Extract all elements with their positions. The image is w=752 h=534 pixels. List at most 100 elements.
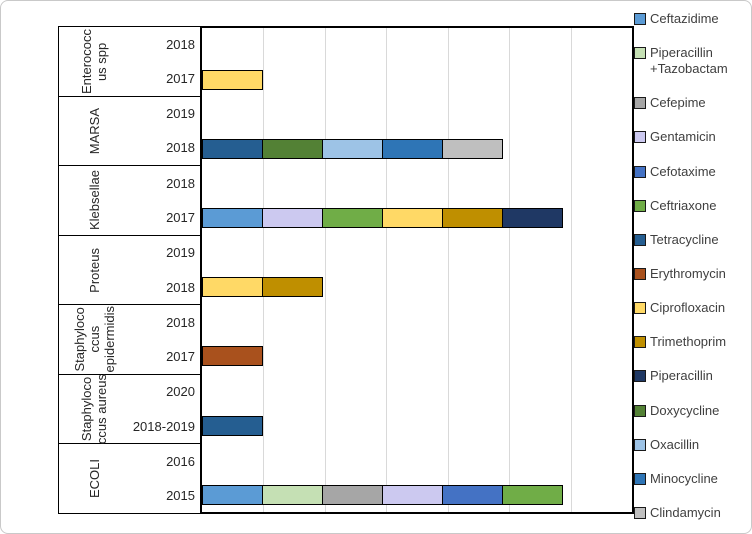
organism-group: Staphyloco ccus epidermidis 2018 2017	[59, 305, 201, 375]
year-cell: 2018 2017	[129, 305, 201, 374]
bar-segment	[261, 277, 324, 298]
legend-label: Minocycline	[650, 470, 718, 486]
stacked-bar	[202, 208, 632, 229]
organism-cell: Staphyloco ccus aureus	[59, 374, 129, 444]
legend-label: Trimethoprim	[650, 334, 727, 350]
legend-item: Tetracycline	[634, 232, 749, 248]
year-tick-label: 2015	[166, 488, 195, 504]
legend-swatch-icon	[634, 165, 646, 178]
organism-cell: Klebsellae	[59, 166, 129, 235]
organism-label-line: Proteus	[86, 247, 102, 293]
stacked-bar	[202, 415, 632, 436]
legend-swatch-icon	[634, 131, 646, 144]
bar-segment	[381, 139, 444, 160]
legend-item: Gentamicin	[634, 129, 749, 145]
legend-label: Gentamicin	[650, 129, 716, 145]
year-tick-label: 2019	[166, 245, 195, 261]
legend-swatch-icon	[634, 336, 646, 349]
stacked-bar	[202, 139, 632, 160]
bar-segment	[202, 208, 264, 229]
organism-label-line: Staphyloco	[79, 376, 94, 442]
stacked-bar	[202, 277, 632, 298]
legend-label: Tetracycline	[650, 231, 719, 247]
bar-segment	[321, 208, 384, 229]
year-cell: 2019 2018	[129, 236, 201, 305]
legend: Ceftazidime Piperacillin +Tazobactam Cefepi…	[634, 7, 749, 525]
year-tick-label: 2020	[166, 384, 195, 400]
year-tick-label: 2018	[166, 314, 195, 330]
legend-label: Cefotaxime	[650, 163, 716, 179]
plot-area	[200, 26, 634, 514]
organism-label: Klebsellae	[87, 170, 102, 230]
stacked-bar	[202, 69, 632, 90]
year-tick-label: 2017	[166, 210, 195, 226]
legend-item: Erythromycin	[634, 266, 749, 282]
legend-item: Piperacillin	[634, 368, 749, 384]
organism-group: ECOLI 2016 2015	[59, 444, 201, 514]
bar-segment	[202, 346, 264, 367]
organism-cell: Enterococc us spp	[59, 27, 129, 96]
bar-segment	[261, 208, 324, 229]
legend-item: Trimethoprim	[634, 334, 749, 350]
legend-swatch-icon	[634, 47, 646, 60]
bar-segment	[381, 484, 444, 505]
bar-rows	[202, 28, 632, 512]
year-cell: 2019 2018	[129, 97, 201, 166]
bar-row	[202, 132, 632, 167]
organism-label-line: us spp	[94, 42, 109, 81]
bar-segment	[202, 139, 264, 160]
bar-row	[202, 28, 632, 63]
year-tick-label: 2018-2019	[132, 418, 195, 434]
bar-segment	[261, 484, 324, 505]
bar-row	[202, 97, 632, 132]
year-tick-label: 2018	[166, 279, 195, 295]
organism-label: Enterococc us spp	[79, 29, 109, 94]
legend-label: Ceftazidime	[650, 11, 719, 26]
bar-row	[202, 339, 632, 374]
legend-item: Doxycycline	[634, 403, 749, 419]
year-cell: 2018 2017	[129, 166, 201, 235]
organism-label-line: MARSA	[86, 107, 102, 154]
bar-segment	[321, 484, 384, 505]
year-tick-label: 2018	[166, 36, 195, 52]
organism-group: MARSA 2019 2018	[59, 97, 201, 167]
organism-label-line: Staphyloco	[71, 307, 87, 372]
gridline	[570, 28, 572, 512]
organism-label-line: epidermidis	[101, 306, 117, 373]
gridline	[263, 28, 265, 512]
year-tick-label: 2016	[166, 454, 195, 470]
legend-item: Oxacillin	[634, 437, 749, 453]
stacked-bar	[202, 484, 632, 505]
gridline	[386, 28, 388, 512]
organism-label: Staphyloco ccus epidermidis	[72, 306, 117, 372]
organism-group: Klebsellae 2018 2017	[59, 166, 201, 236]
bar-row	[202, 374, 632, 409]
year-tick-label: 2019	[166, 106, 195, 122]
year-tick-label: 2017	[166, 349, 195, 365]
legend-item: Cefotaxime	[634, 164, 749, 180]
legend-label: Doxycycline	[650, 402, 720, 418]
bar-segment	[202, 69, 264, 90]
legend-item: Clindamycin	[634, 505, 749, 521]
bar-row	[202, 270, 632, 305]
organism-label-line: ccus	[86, 326, 102, 353]
legend-label: Clindamycin	[650, 504, 721, 520]
year-tick-label: 2018	[166, 175, 195, 191]
gridline	[447, 28, 449, 512]
gridline	[509, 28, 511, 512]
legend-swatch-icon	[634, 13, 646, 25]
bar-row	[202, 201, 632, 236]
legend-label: Ciprofloxacin	[650, 300, 726, 316]
legend-item: Piperacillin +Tazobactam	[634, 45, 749, 77]
organism-group: Enterococc us spp 2018 2017	[59, 27, 201, 97]
legend-label: Cefepime	[650, 95, 706, 111]
bar-segment	[202, 277, 264, 298]
organism-cell: ECOLI	[59, 444, 129, 513]
organism-cell: MARSA	[59, 97, 129, 166]
bar-row	[202, 305, 632, 340]
organism-cell: Proteus	[59, 236, 129, 305]
legend-item: Ceftriaxone	[634, 198, 749, 214]
legend-item: Minocycline	[634, 471, 749, 487]
organism-label: Proteus	[87, 248, 102, 293]
